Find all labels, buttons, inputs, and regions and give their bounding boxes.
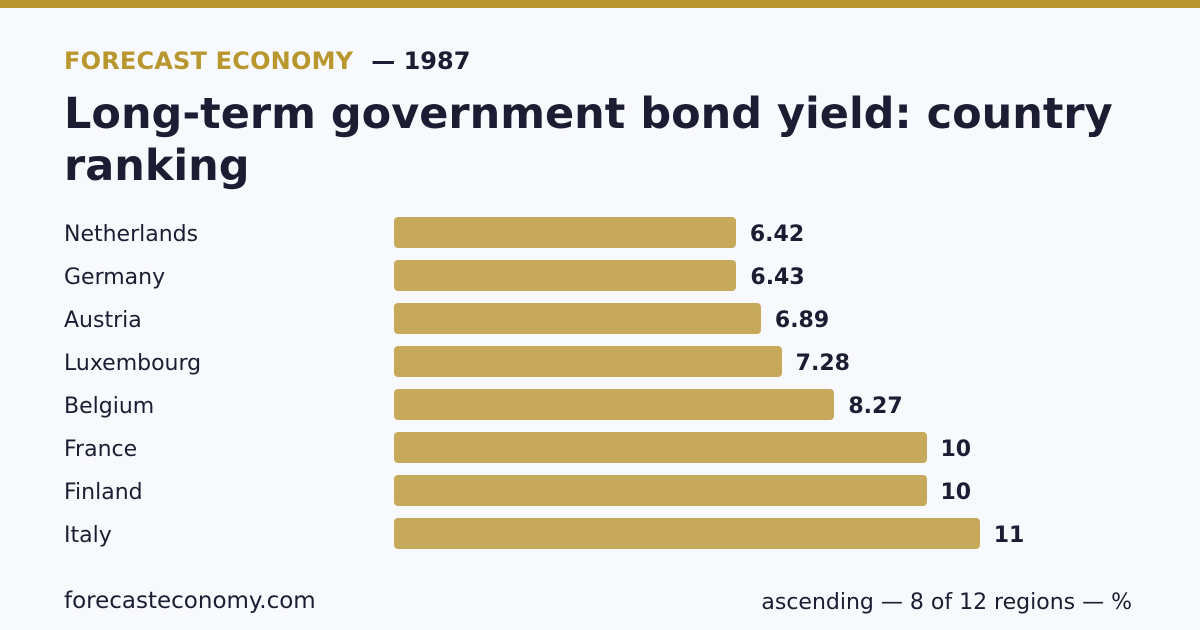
category-label: France bbox=[64, 437, 138, 462]
category-label: Germany bbox=[64, 265, 166, 290]
chart-row: Finland 10 bbox=[0, 468, 1200, 511]
chart-row: Austria 6.89 bbox=[0, 296, 1200, 339]
bar bbox=[394, 432, 927, 463]
chart-row: Italy 11 bbox=[0, 511, 1200, 554]
category-label: Finland bbox=[64, 480, 143, 505]
chart-row: Germany 6.43 bbox=[0, 253, 1200, 296]
chart-row: Belgium 8.27 bbox=[0, 382, 1200, 425]
category-label: Luxembourg bbox=[64, 351, 202, 376]
category-label: Belgium bbox=[64, 394, 155, 419]
bar bbox=[394, 389, 835, 420]
value-label: 8.27 bbox=[848, 394, 903, 419]
category-label: Austria bbox=[64, 308, 142, 333]
bar bbox=[394, 518, 980, 549]
chart-row: Luxembourg 7.28 bbox=[0, 339, 1200, 382]
category-label: Italy bbox=[64, 523, 112, 548]
value-label: 6.43 bbox=[750, 265, 805, 290]
chart-row: Netherlands 6.42 bbox=[0, 210, 1200, 253]
bar bbox=[394, 260, 737, 291]
value-label: 11 bbox=[993, 523, 1025, 548]
chart-row: France 10 bbox=[0, 425, 1200, 468]
value-label: 6.89 bbox=[774, 308, 830, 333]
top-accent-bar bbox=[0, 0, 1200, 8]
value-label: 10 bbox=[940, 437, 972, 462]
year-label: — 1987 bbox=[371, 47, 471, 75]
value-label: 10 bbox=[940, 480, 972, 505]
header-row: FORECAST ECONOMY — 1987 bbox=[64, 44, 470, 78]
bar bbox=[394, 346, 782, 377]
bar bbox=[394, 303, 761, 334]
site-url: forecasteconomy.com bbox=[64, 588, 316, 614]
brand-name: FORECAST ECONOMY bbox=[64, 47, 354, 75]
chart-title: Long-term government bond yield: country… bbox=[64, 89, 1113, 191]
chart-footnote: ascending — 8 of 12 regions — % bbox=[761, 590, 1132, 615]
value-label: 7.28 bbox=[795, 351, 850, 376]
category-label: Netherlands bbox=[64, 222, 199, 247]
value-label: 6.42 bbox=[749, 222, 805, 247]
bar bbox=[394, 217, 736, 248]
bar-chart: Netherlands 6.42 Germany 6.43 Austria 6.89 Lux… bbox=[0, 210, 1200, 560]
bar bbox=[394, 475, 927, 506]
